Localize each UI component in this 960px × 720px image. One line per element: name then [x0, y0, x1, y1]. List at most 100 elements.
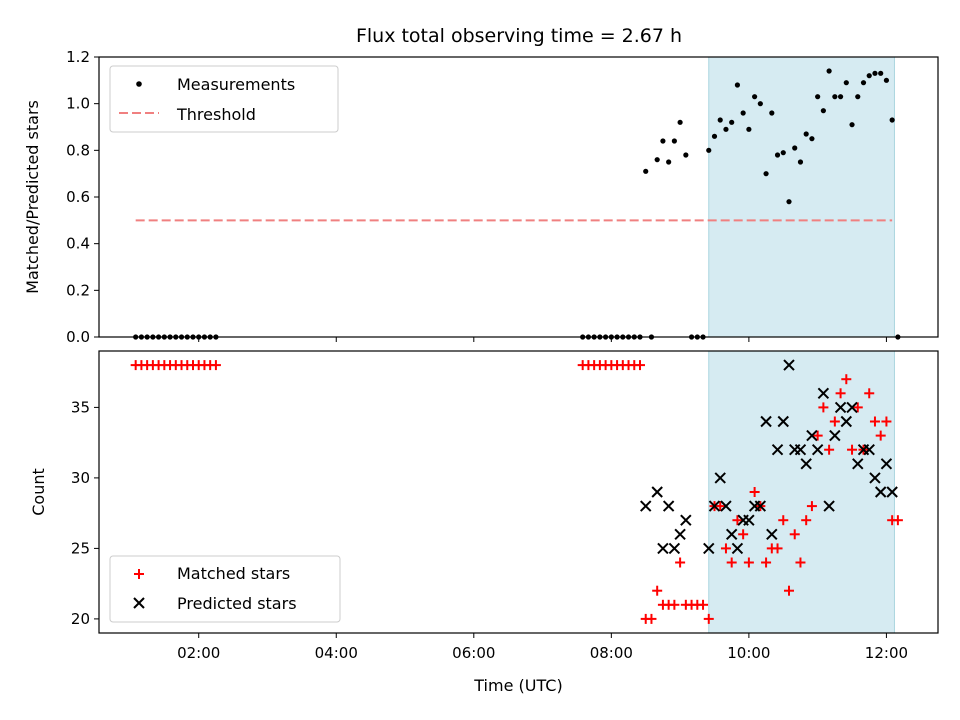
predicted-star-point — [657, 542, 669, 555]
predicted-star-point — [783, 359, 795, 371]
predicted-star-stroke — [674, 528, 686, 541]
predicted-star-point — [817, 387, 830, 400]
count-points — [130, 359, 903, 624]
measurement-point — [683, 152, 689, 158]
predicted-star-point — [834, 401, 847, 414]
measurement-point — [723, 126, 729, 132]
measurement-point — [757, 101, 763, 107]
predicted-star-point — [800, 458, 812, 470]
predicted-star-point — [674, 528, 686, 541]
predicted-star-stroke — [668, 542, 681, 555]
measurement-point — [832, 94, 838, 100]
matched-star-point — [715, 501, 726, 512]
measurement-point — [711, 133, 718, 139]
predicted-star-stroke — [817, 387, 830, 400]
measurement-point — [769, 110, 775, 116]
predicted-star-stroke — [714, 472, 726, 484]
matched-star-point — [801, 515, 812, 526]
matched-legend-marker — [134, 569, 144, 579]
x-tick-label: 08:00 — [590, 644, 633, 662]
matched-star-point — [749, 487, 760, 497]
measurement-point — [878, 70, 884, 76]
predicted-star-point — [886, 486, 898, 498]
measurements-legend-marker — [136, 81, 142, 87]
measurement-point — [671, 138, 677, 144]
measurements-legend-label: Measurements — [177, 75, 295, 94]
predicted-star-stroke — [869, 472, 881, 484]
predicted-star-point — [794, 443, 807, 456]
predicted-star-point — [668, 542, 681, 555]
top-x-ticks — [198, 337, 887, 342]
predicted-star-stroke — [852, 458, 864, 470]
top-y-tick-label: 0.0 — [66, 328, 90, 346]
x-tick-label: 12:00 — [865, 644, 908, 662]
predicted-star-point — [662, 500, 675, 512]
measurement-point — [872, 70, 878, 76]
matched-star-point — [675, 557, 686, 568]
top-legend-box — [109, 65, 339, 133]
bottom-legend-box — [109, 555, 341, 623]
measurement-point — [677, 119, 683, 125]
top-y-ticks: 0.0 0.2 0.4 0.6 0.8 1.0 1.2 — [66, 48, 99, 346]
predicted-star-stroke — [743, 514, 755, 526]
measurement-point — [666, 159, 672, 165]
measurement-point — [820, 108, 826, 114]
matched-star-point — [806, 501, 817, 512]
matched-star-point — [738, 529, 749, 540]
matched-star-point — [869, 416, 880, 427]
bottom-y-tick-label: 30 — [71, 469, 90, 487]
x-tick-label: 02:00 — [177, 644, 220, 662]
predicted-star-point — [869, 472, 881, 484]
predicted-star-stroke — [657, 542, 669, 555]
measurement-point — [740, 110, 746, 116]
matched-star-point — [772, 543, 783, 554]
matched-star-point — [732, 515, 743, 526]
predicted-star-stroke — [880, 458, 893, 470]
predicted-star-stroke — [777, 415, 789, 428]
predicted-star-stroke — [720, 500, 732, 512]
matched-star-point — [881, 416, 892, 427]
predicted-star-stroke — [863, 443, 875, 456]
matched-star-point — [818, 402, 829, 413]
predicted-star-point — [766, 528, 778, 541]
matched-star-point — [875, 430, 886, 441]
predicted-star-point — [760, 415, 772, 428]
predicted-star-point — [846, 401, 858, 414]
predicted-star-point — [703, 542, 715, 555]
predicted-star-stroke — [703, 542, 715, 555]
predicted-star-point — [880, 458, 893, 470]
measurement-point — [792, 145, 798, 151]
matched-star-point — [795, 557, 806, 568]
measurement-point — [734, 82, 741, 88]
predicted-star-stroke — [766, 528, 778, 541]
matched-star-point — [847, 444, 858, 455]
matched-star-point — [824, 444, 835, 455]
matched-star-point — [646, 613, 657, 624]
measurement-point — [803, 131, 809, 137]
predicted-star-stroke — [662, 500, 675, 512]
measurement-point — [889, 117, 895, 123]
measurement-point — [815, 94, 821, 100]
bottom-observing-window — [708, 350, 895, 634]
measurement-point — [849, 122, 855, 128]
bottom-y-axis-label: Count — [29, 468, 48, 516]
matched-star-point — [720, 543, 731, 554]
matched-star-point — [726, 557, 737, 568]
measurement-point — [717, 117, 723, 123]
measurement-point — [883, 77, 890, 83]
top-legend: Measurements Threshold — [109, 65, 339, 133]
measurement-point — [660, 138, 666, 144]
bottom-y-tick-label: 20 — [71, 610, 90, 628]
measurement-point — [837, 94, 844, 100]
measurement-point — [706, 147, 712, 153]
predicted-star-stroke — [771, 443, 784, 456]
bottom-y-ticks: 20 25 30 35 — [71, 398, 99, 628]
x-tick-label: 10:00 — [727, 644, 770, 662]
measurement-point — [763, 171, 769, 177]
top-observing-window — [708, 56, 895, 338]
matched-star-point — [652, 585, 663, 596]
bottom-legend: Matched stars Predicted stars — [109, 555, 341, 623]
predicted-star-stroke — [834, 401, 847, 414]
